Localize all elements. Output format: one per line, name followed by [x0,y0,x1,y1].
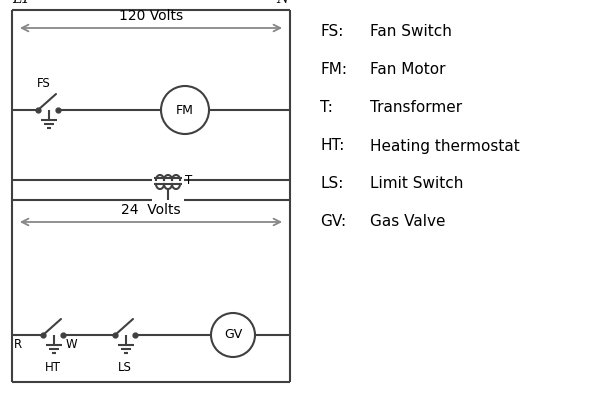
Text: R: R [14,338,22,351]
Text: HT: HT [45,361,61,374]
Text: L1: L1 [12,0,30,6]
Text: FS:: FS: [320,24,343,40]
Text: T: T [185,174,192,188]
Text: Fan Motor: Fan Motor [370,62,445,78]
Text: Transformer: Transformer [370,100,462,116]
Text: N: N [276,0,288,6]
Text: FM: FM [176,104,194,116]
Text: Heating thermostat: Heating thermostat [370,138,520,154]
Text: LS: LS [118,361,132,374]
Text: Fan Switch: Fan Switch [370,24,452,40]
Text: 120 Volts: 120 Volts [119,9,183,23]
Text: GV: GV [224,328,242,342]
Text: Limit Switch: Limit Switch [370,176,463,192]
Text: GV:: GV: [320,214,346,230]
Text: T:: T: [320,100,333,116]
Text: 24  Volts: 24 Volts [121,203,181,217]
Text: FM:: FM: [320,62,347,78]
Text: FS: FS [37,77,51,90]
Text: HT:: HT: [320,138,345,154]
Text: W: W [66,338,78,351]
Text: LS:: LS: [320,176,343,192]
Text: Gas Valve: Gas Valve [370,214,445,230]
